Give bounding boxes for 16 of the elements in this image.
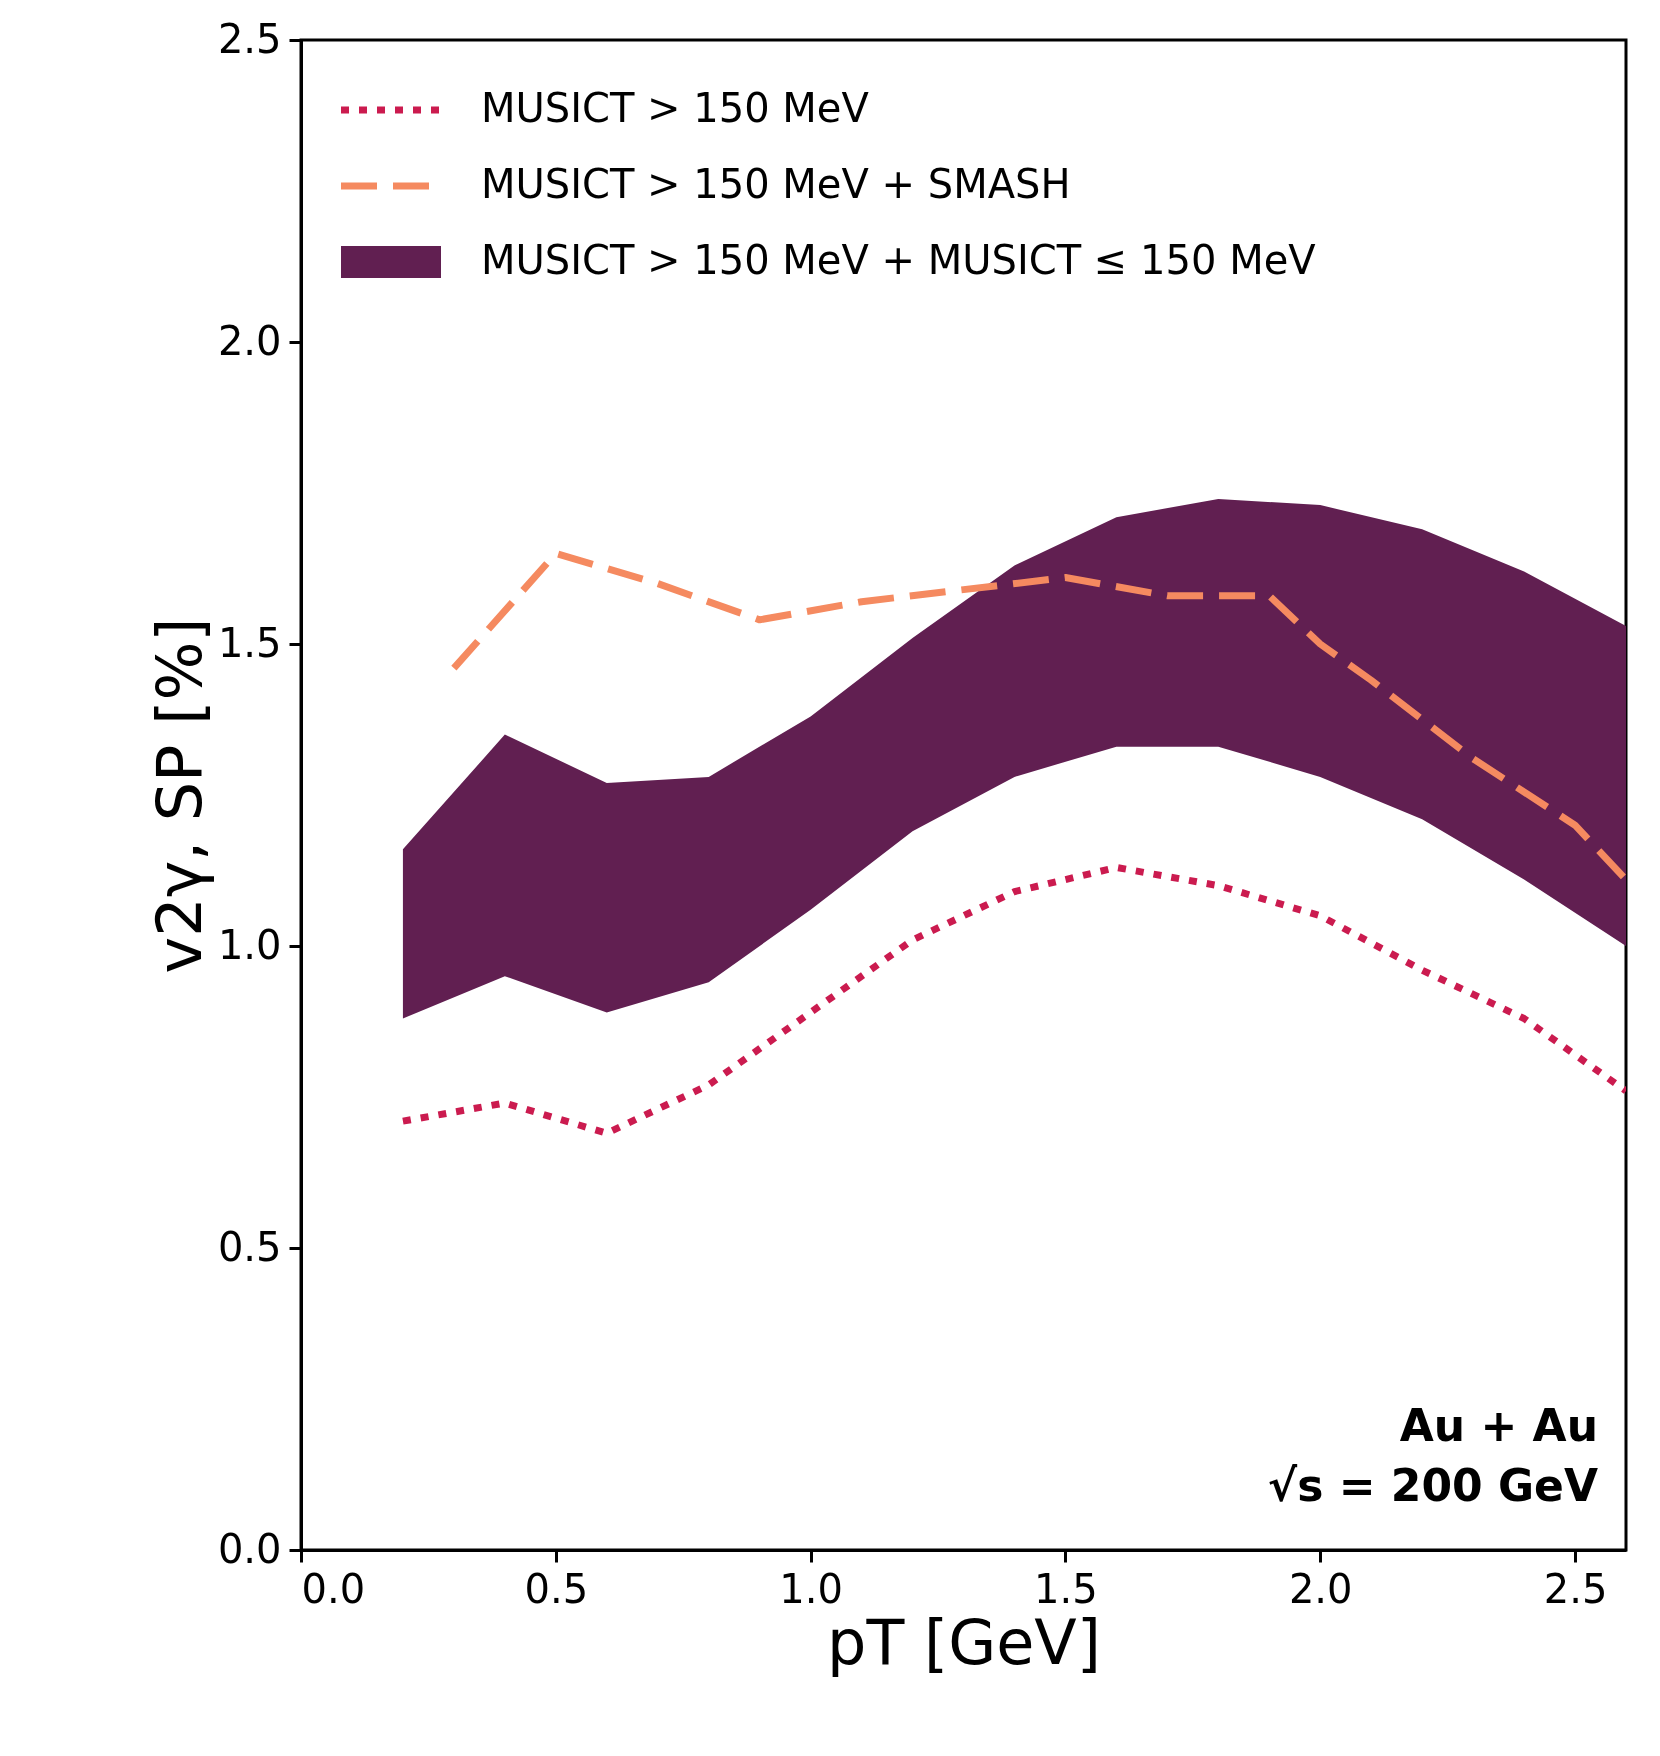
y-axis-title: v2γ, SP [%] <box>142 617 216 974</box>
y-tick-label: 1.0 <box>217 921 282 968</box>
legend-label: MUSICT > 150 MeV <box>481 85 870 131</box>
y-tick-label: 1.5 <box>217 619 282 666</box>
legend-label: MUSICT > 150 MeV + SMASH <box>481 161 1071 207</box>
x-tick-label: 0.5 <box>524 1565 589 1612</box>
x-tick-label: 2.5 <box>1543 1565 1608 1612</box>
y-tick-label: 0.0 <box>217 1525 282 1572</box>
legend-label: MUSICT > 150 MeV + MUSICT ≤ 150 MeV <box>481 237 1317 283</box>
annotation: Au + Au <box>1399 1400 1598 1451</box>
y-tick-label: 0.5 <box>217 1223 282 1270</box>
y-tick-label: 2.5 <box>217 15 282 62</box>
annotation: √s = 200 GeV <box>1267 1460 1598 1511</box>
x-tick-label: 0.0 <box>301 1565 366 1612</box>
y-tick-label: 2.0 <box>217 317 282 364</box>
x-tick-label: 2.0 <box>1288 1565 1353 1612</box>
